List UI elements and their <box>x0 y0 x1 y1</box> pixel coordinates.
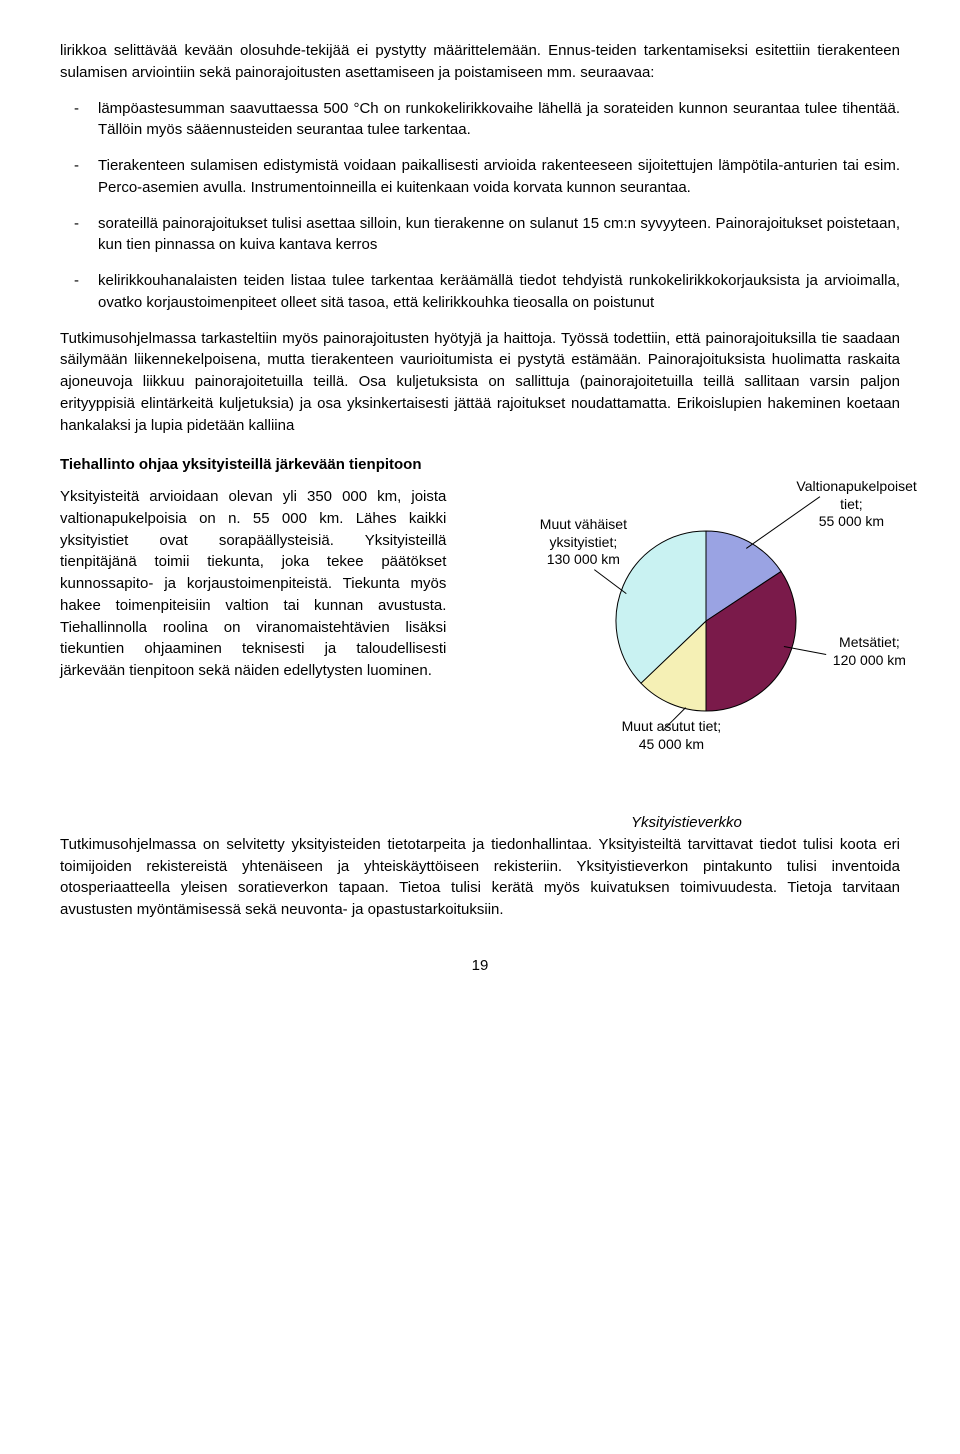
pie-chart-container: Valtionapukelpoiset tiet;55 000 kmMetsät… <box>466 486 906 806</box>
bullet-item: kelirikkouhanalaisten teiden listaa tule… <box>60 270 900 314</box>
pie-slice-label: Valtionapukelpoiset tiet;55 000 km <box>796 478 906 531</box>
body-paragraph: Tutkimusohjelmassa tarkasteltiin myös pa… <box>60 328 900 437</box>
bullet-item: sorateillä painorajoitukset tulisi asett… <box>60 213 900 257</box>
page-number: 19 <box>60 955 900 977</box>
intro-paragraph: lirikkoa selittävää kevään olosuhde-teki… <box>60 40 900 84</box>
pie-slice-label: Metsätiet;120 000 km <box>814 634 924 669</box>
left-paragraph: Yksityisteitä arvioidaan olevan yli 350 … <box>60 486 446 682</box>
left-column: Yksityisteitä arvioidaan olevan yli 350 … <box>60 486 446 834</box>
bullet-list: lämpöastesumman saavuttaessa 500 °Ch on … <box>60 98 900 314</box>
section-heading: Tiehallinto ohjaa yksityisteillä järkevä… <box>60 454 900 476</box>
two-column-layout: Yksityisteitä arvioidaan olevan yli 350 … <box>60 486 900 834</box>
pie-slice-label: Muut vähäiset yksityistiet;130 000 km <box>528 516 638 569</box>
pie-slice-label: Muut asutut tiet;45 000 km <box>616 718 726 753</box>
bullet-item: Tierakenteen sulamisen edistymistä voida… <box>60 155 900 199</box>
wrap-paragraph: Tutkimusohjelmassa on selvitetty yksityi… <box>60 834 900 921</box>
bullet-item: lämpöastesumman saavuttaessa 500 °Ch on … <box>60 98 900 142</box>
chart-title: Yksityistieverkko <box>466 812 906 834</box>
chart-column: Valtionapukelpoiset tiet;55 000 kmMetsät… <box>466 486 906 834</box>
